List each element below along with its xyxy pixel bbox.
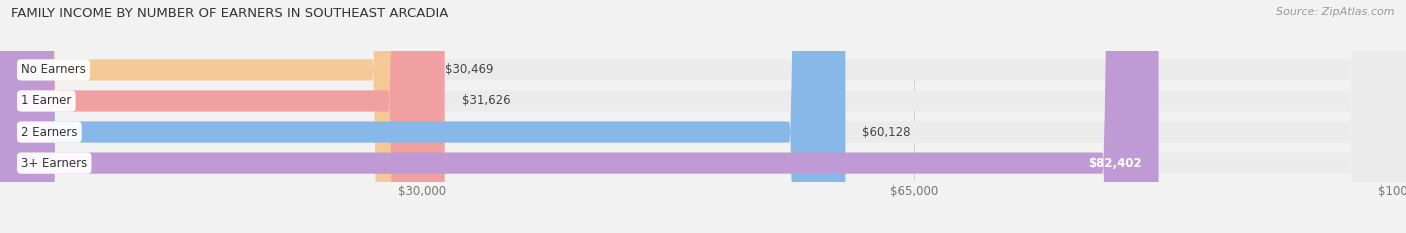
- Text: $82,402: $82,402: [1088, 157, 1142, 170]
- Text: No Earners: No Earners: [21, 63, 86, 76]
- Text: $30,469: $30,469: [446, 63, 494, 76]
- Text: 3+ Earners: 3+ Earners: [21, 157, 87, 170]
- Text: $60,128: $60,128: [862, 126, 911, 139]
- FancyBboxPatch shape: [0, 0, 429, 233]
- Text: 2 Earners: 2 Earners: [21, 126, 77, 139]
- Text: Source: ZipAtlas.com: Source: ZipAtlas.com: [1277, 7, 1395, 17]
- Text: $31,626: $31,626: [461, 94, 510, 107]
- Text: 1 Earner: 1 Earner: [21, 94, 72, 107]
- FancyBboxPatch shape: [0, 0, 1159, 233]
- Text: FAMILY INCOME BY NUMBER OF EARNERS IN SOUTHEAST ARCADIA: FAMILY INCOME BY NUMBER OF EARNERS IN SO…: [11, 7, 449, 20]
- FancyBboxPatch shape: [0, 0, 444, 233]
- FancyBboxPatch shape: [0, 0, 845, 233]
